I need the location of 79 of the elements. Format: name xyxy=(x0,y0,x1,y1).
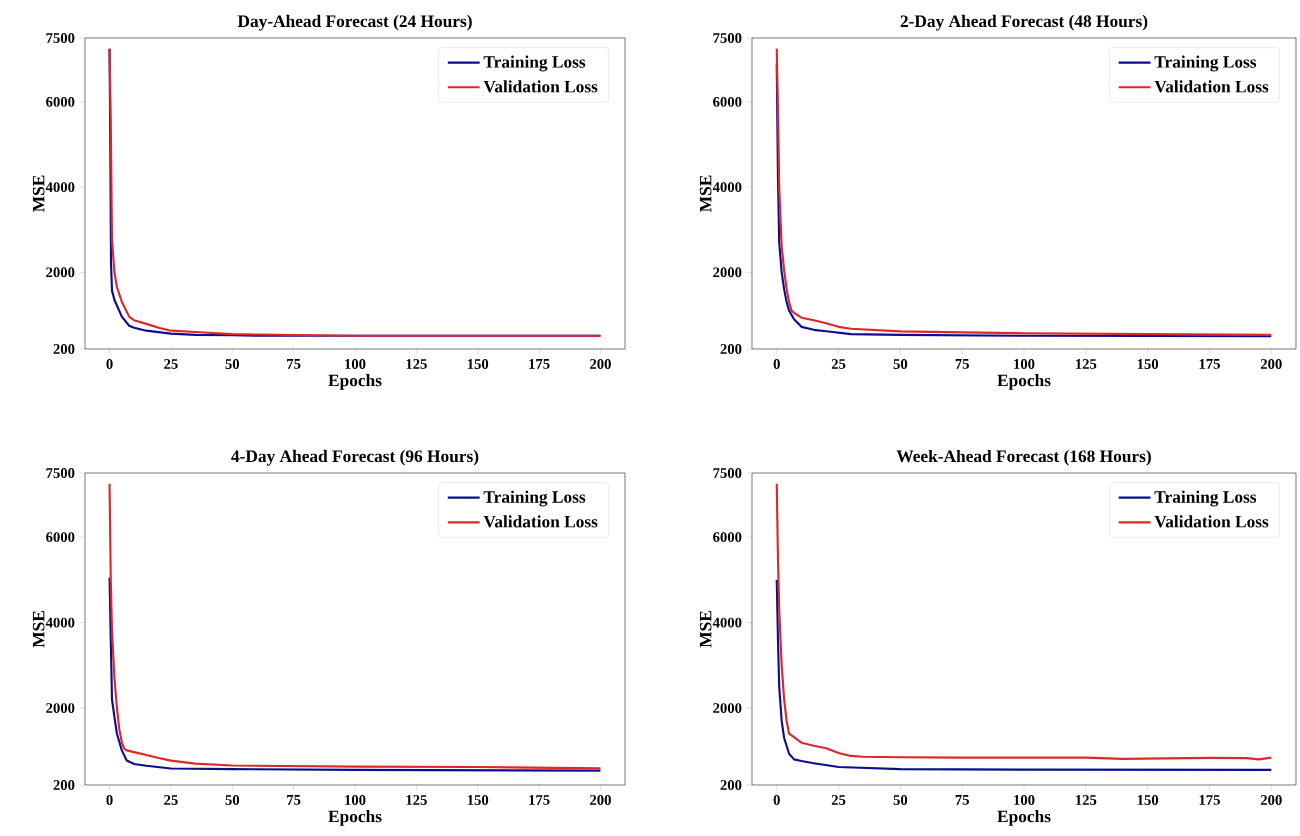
y-tick-label: 4000 xyxy=(712,182,742,193)
y-tick-label: 2000 xyxy=(713,703,742,714)
x-tick-label: 200 xyxy=(590,795,611,805)
x-tick-label: 125 xyxy=(406,359,427,369)
x-tick-label: 150 xyxy=(1137,795,1159,805)
y-tick-label: 7500 xyxy=(46,33,75,43)
x-tick-label: 100 xyxy=(345,359,366,369)
chart-title: Week-Ahead Forecast (168 Hours) xyxy=(896,449,1151,466)
legend-label: Training Loss xyxy=(1154,490,1257,507)
y-tick-label: 200 xyxy=(53,780,75,790)
chart-title: 2-Day Ahead Forecast (48 Hours) xyxy=(900,14,1148,31)
y-tick-label: 4000 xyxy=(712,617,742,628)
legend-label: Validation Loss xyxy=(1154,80,1269,93)
y-tick-label: 200 xyxy=(53,344,75,354)
x-tick-label: 175 xyxy=(1199,795,1220,805)
y-tick-label: 7500 xyxy=(713,468,742,478)
x-tick-label: 75 xyxy=(955,359,969,369)
legend-label: Validation Loss xyxy=(483,515,598,528)
x-tick-label: 100 xyxy=(345,795,366,805)
y-tick-label: 6000 xyxy=(46,532,75,543)
y-tick-label: 2000 xyxy=(46,267,75,278)
y-tick-label: 200 xyxy=(720,780,742,790)
x-tick-label: 125 xyxy=(1076,359,1097,369)
x-tick-label: 75 xyxy=(287,359,301,369)
legend-label: Validation Loss xyxy=(1154,515,1269,528)
line-series xyxy=(108,576,602,772)
legend-label: Training Loss xyxy=(483,55,586,72)
x-tick-label: 0 xyxy=(773,359,780,369)
x-tick-label: 200 xyxy=(590,359,611,369)
y-tick-label: 4000 xyxy=(45,182,75,193)
x-tick-label: 150 xyxy=(1137,359,1159,369)
y-tick-label: 2000 xyxy=(713,267,742,278)
y-tick-label: 4000 xyxy=(45,617,75,628)
x-tick-label: 25 xyxy=(164,795,178,805)
x-tick-label: 50 xyxy=(225,795,240,805)
y-axis-title: MSE xyxy=(32,611,45,648)
x-tick-label: 50 xyxy=(893,359,908,369)
y-tick-label: 6000 xyxy=(46,96,75,107)
x-tick-label: 200 xyxy=(1260,795,1282,805)
x-tick-label: 0 xyxy=(773,795,780,805)
x-tick-label: 25 xyxy=(164,359,178,369)
y-tick-label: 6000 xyxy=(713,532,742,543)
y-tick-label: 7500 xyxy=(46,468,75,478)
x-axis-title: Epochs xyxy=(997,810,1051,826)
x-tick-label: 125 xyxy=(406,795,427,805)
y-tick-label: 6000 xyxy=(713,96,742,107)
chart-title: 4-Day Ahead Forecast (96 Hours) xyxy=(231,449,479,466)
x-tick-label: 75 xyxy=(287,795,301,805)
x-tick-label: 150 xyxy=(467,795,489,805)
y-tick-label: 7500 xyxy=(713,33,742,43)
legend-label: Validation Loss xyxy=(483,80,598,93)
x-tick-label: 175 xyxy=(1199,359,1220,369)
x-tick-label: 25 xyxy=(831,359,846,369)
x-tick-label: 0 xyxy=(106,795,113,805)
chart-title: Day-Ahead Forecast (24 Hours) xyxy=(237,14,472,31)
x-tick-label: 100 xyxy=(1014,359,1035,369)
x-axis-title: Epochs xyxy=(997,374,1051,390)
legend-label: Training Loss xyxy=(1154,55,1257,72)
y-axis-title: MSE xyxy=(699,611,712,648)
x-tick-label: 125 xyxy=(1076,795,1097,805)
x-tick-label: 200 xyxy=(1260,359,1282,369)
x-axis-title: Epochs xyxy=(328,810,382,826)
line-series xyxy=(775,578,1273,771)
y-tick-label: 200 xyxy=(720,344,742,354)
x-tick-label: 25 xyxy=(831,795,846,805)
x-tick-label: 175 xyxy=(529,795,550,805)
x-tick-label: 100 xyxy=(1014,795,1035,805)
x-tick-label: 75 xyxy=(955,795,969,805)
line-series xyxy=(108,482,602,770)
y-axis-title: MSE xyxy=(32,175,45,212)
legend-label: Training Loss xyxy=(483,490,586,507)
y-tick-label: 2000 xyxy=(46,703,75,714)
x-tick-label: 50 xyxy=(225,359,240,369)
x-tick-label: 175 xyxy=(529,359,550,369)
x-tick-label: 0 xyxy=(106,359,113,369)
x-tick-label: 150 xyxy=(467,359,489,369)
x-axis-title: Epochs xyxy=(328,374,382,390)
y-axis-title: MSE xyxy=(699,175,712,212)
x-tick-label: 50 xyxy=(893,795,908,805)
